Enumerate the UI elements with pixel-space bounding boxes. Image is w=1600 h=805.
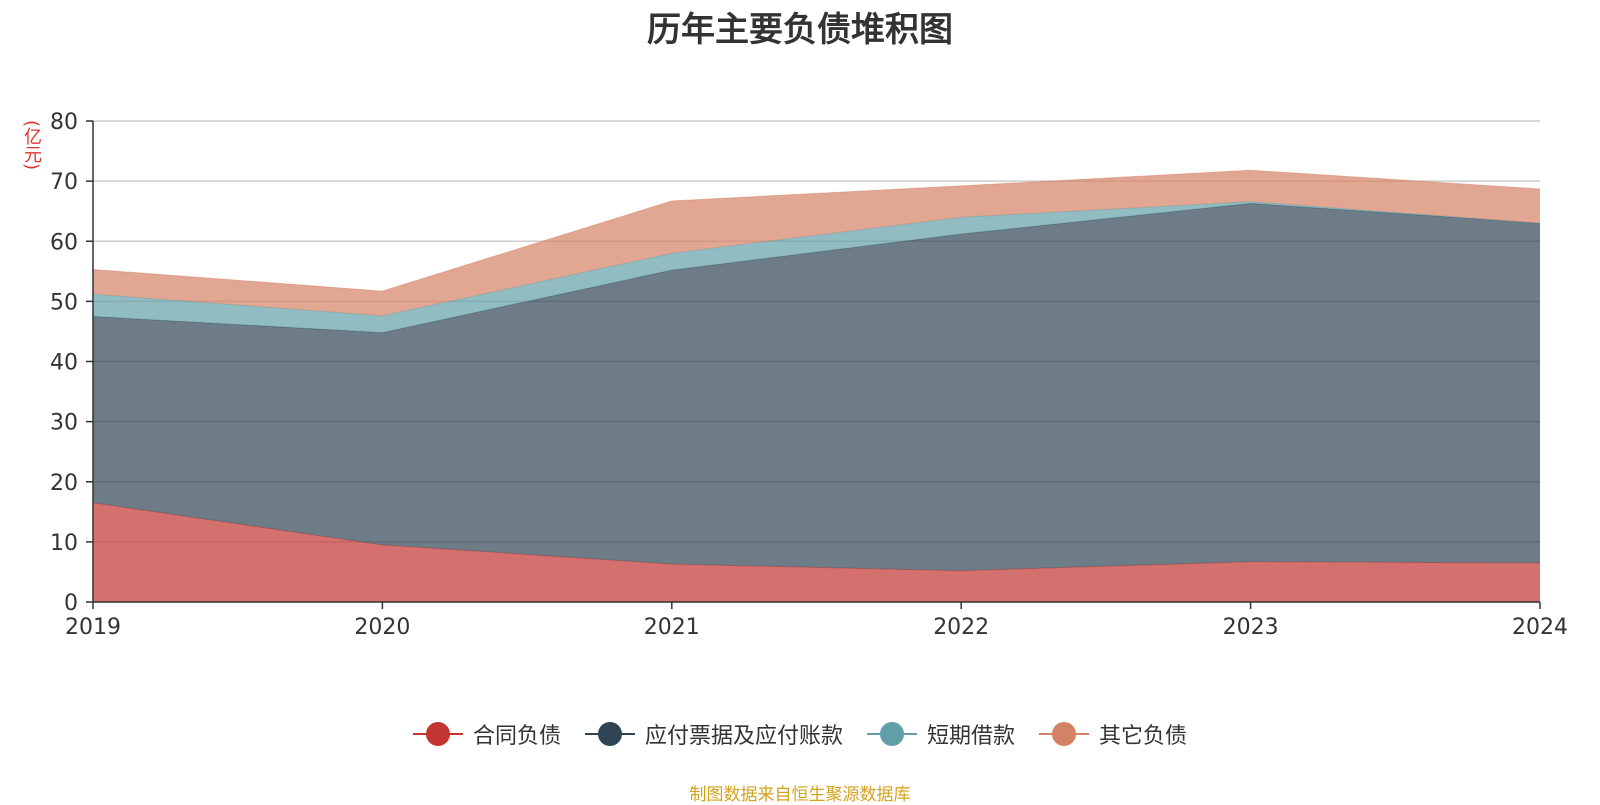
legend-label: 短期借款 bbox=[927, 724, 1016, 749]
x-tick-label: 2022 bbox=[933, 615, 989, 640]
y-tick-label: 20 bbox=[50, 471, 78, 496]
chart-title: 历年主要负债堆积图 bbox=[647, 10, 953, 50]
area-series-应付票据及应付账款 bbox=[93, 203, 1540, 571]
area-series-其它负债 bbox=[93, 170, 1540, 316]
y-tick-label: 0 bbox=[64, 591, 78, 616]
x-tick-label: 2020 bbox=[354, 615, 410, 640]
x-tick-label: 2024 bbox=[1512, 615, 1568, 640]
area-series-短期借款 bbox=[93, 201, 1540, 333]
legend-marker-icon bbox=[412, 722, 463, 746]
legend-marker-icon bbox=[584, 722, 635, 746]
area-series-合同负债 bbox=[93, 502, 1540, 602]
x-tick-label: 2021 bbox=[644, 615, 700, 640]
y-axis-ticks: 0 10 20 30 40 50 60 70 80 bbox=[50, 110, 93, 616]
data-source-note: 制图数据来自恒生聚源数据库 bbox=[689, 785, 911, 805]
legend: 合同负债 应付票据及应付账款 短期借款 其它负债 bbox=[0, 718, 1600, 750]
legend-marker-icon bbox=[1039, 722, 1090, 746]
area-series bbox=[92, 169, 1541, 602]
x-tick-label: 2019 bbox=[65, 615, 121, 640]
y-tick-label: 10 bbox=[50, 531, 78, 556]
y-tick-label: 30 bbox=[50, 411, 78, 436]
legend-label: 合同负债 bbox=[472, 724, 561, 749]
legend-item[interactable]: 短期借款 bbox=[867, 718, 1015, 750]
x-axis-ticks: 2019 2020 2021 2022 2023 2024 bbox=[65, 602, 1568, 640]
series-line-短期借款 bbox=[92, 201, 1541, 317]
legend-item[interactable]: 其它负债 bbox=[1039, 718, 1187, 750]
legend-marker-icon bbox=[867, 722, 917, 746]
y-tick-label: 60 bbox=[50, 230, 78, 255]
legend-item[interactable]: 合同负债 bbox=[412, 718, 561, 750]
y-tick-label: 50 bbox=[50, 290, 78, 315]
y-tick-label: 40 bbox=[50, 351, 78, 376]
x-tick-label: 2023 bbox=[1223, 615, 1279, 640]
legend-label: 应付票据及应付账款 bbox=[644, 724, 843, 749]
y-tick-label: 80 bbox=[50, 110, 78, 135]
legend-label: 其它负债 bbox=[1099, 724, 1188, 749]
series-line-其它负债 bbox=[92, 169, 1541, 292]
y-axis-unit: (亿元) bbox=[21, 120, 42, 171]
y-tick-label: 70 bbox=[50, 170, 78, 195]
legend-item[interactable]: 应付票据及应付账款 bbox=[584, 718, 843, 750]
